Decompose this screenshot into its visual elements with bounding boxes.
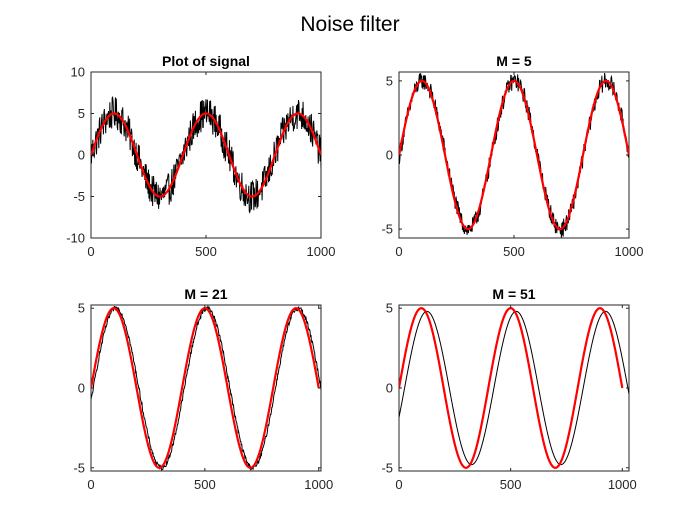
y-tick-label: 5 — [78, 106, 85, 121]
x-tick-label: 0 — [87, 477, 94, 492]
y-tick-label: -5 — [73, 460, 85, 475]
panel-title: M = 5 — [496, 53, 532, 69]
panel-title: M = 21 — [184, 286, 227, 302]
y-tick-label: 0 — [78, 148, 85, 163]
axes-box — [90, 71, 322, 239]
x-tick-label: 500 — [195, 244, 217, 259]
y-tick-label: -10 — [66, 231, 85, 246]
y-tick-label: 0 — [386, 148, 393, 163]
x-tick-label: 1000 — [615, 244, 644, 259]
y-tick-label: 0 — [386, 381, 393, 396]
x-tick-label: 1000 — [307, 244, 336, 259]
y-tick-label: 0 — [78, 381, 85, 396]
y-tick-label: 5 — [386, 301, 393, 316]
x-tick-label: 500 — [503, 244, 525, 259]
plot-area — [91, 95, 321, 214]
x-tick-label: 0 — [395, 477, 402, 492]
y-tick-label: 5 — [386, 73, 393, 88]
axes-box — [398, 304, 630, 472]
axes-box — [398, 71, 630, 239]
series-line-filtered — [399, 307, 624, 469]
x-tick-label: 0 — [395, 244, 402, 259]
x-tick-label: 500 — [194, 477, 216, 492]
axes-box — [90, 304, 322, 472]
y-tick-label: -5 — [73, 189, 85, 204]
panel-plot-of-signal: Plot of signal 0 500 1000 10 5 0 -5 -10 — [66, 53, 335, 259]
plot-area — [399, 307, 629, 469]
y-tick-label: 10 — [71, 65, 85, 80]
x-tick-label: 0 — [87, 244, 94, 259]
series-line-filtered — [91, 307, 320, 469]
figure-title: Noise filter — [300, 13, 399, 36]
x-tick-label: 500 — [500, 477, 522, 492]
series-line-filtered — [399, 79, 629, 231]
y-tick-label: -5 — [381, 222, 393, 237]
y-tick-label: 5 — [78, 301, 85, 316]
panel-title: M = 51 — [492, 286, 535, 302]
series-line-filtered — [91, 112, 321, 198]
series-line-noisy — [91, 95, 321, 214]
plot-area — [91, 305, 321, 471]
plot-area — [399, 72, 629, 238]
y-tick-label: -5 — [381, 460, 393, 475]
x-tick-label: 1000 — [304, 477, 333, 492]
panel-title: Plot of signal — [162, 53, 250, 69]
x-tick-label: 1000 — [608, 477, 637, 492]
